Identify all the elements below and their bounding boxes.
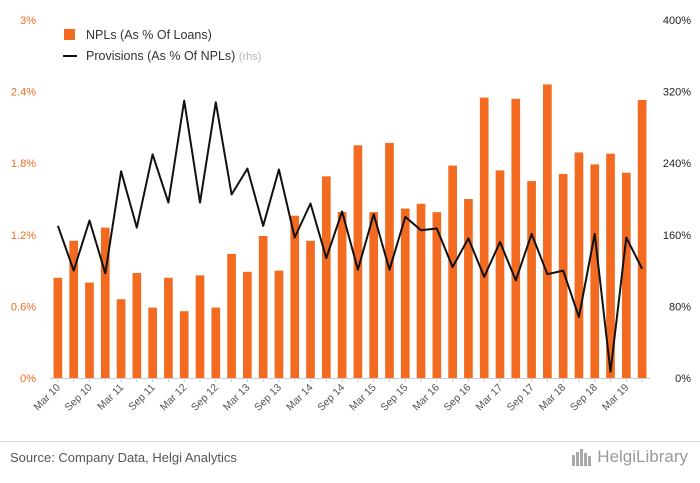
npl-bar (116, 299, 126, 378)
npl-bar (353, 145, 363, 378)
y-right-tick-label: 400% (663, 15, 691, 27)
y-right-tick-label: 240% (663, 158, 691, 170)
npl-bar (527, 181, 536, 378)
x-tick-label: Mar 14 (284, 382, 316, 414)
npl-bar (243, 271, 252, 378)
npl-bar (164, 277, 173, 378)
x-tick-label: Mar 11 (95, 382, 126, 413)
npl-bar (621, 172, 631, 378)
y-left-tick-label: 1.2% (11, 230, 36, 242)
y-left-tick-label: 0% (20, 373, 36, 385)
npl-bar (385, 142, 394, 378)
y-right-tick-label: 80% (669, 301, 691, 313)
y-left-tick-label: 1.8% (11, 158, 36, 170)
x-tick-label: Sep 13 (252, 382, 284, 414)
source-note: Source: Company Data, Helgi Analytics (10, 450, 237, 465)
x-tick-label: Mar 18 (537, 382, 569, 414)
npl-bar (195, 275, 205, 378)
y-left-tick-label: 2.4% (11, 87, 36, 99)
npl-bar (432, 212, 442, 378)
npl-bar (511, 98, 521, 378)
y-right-tick-label: 160% (663, 230, 691, 242)
y-left-tick-label: 0.6% (11, 301, 36, 313)
npl-bar (369, 212, 379, 378)
x-tick-label: Sep 15 (378, 382, 410, 414)
legend-note-rhs: (rhs) (239, 51, 262, 63)
x-tick-label: Mar 10 (31, 382, 63, 414)
npl-bar (132, 272, 142, 378)
npl-bar (400, 208, 410, 378)
npl-bar (479, 97, 489, 379)
npl-bar (227, 253, 236, 378)
brand-logo: HelgiLibrary (571, 447, 688, 467)
provisions-line (56, 99, 643, 373)
npl-bar (258, 235, 268, 378)
x-tick-label: Mar 16 (410, 382, 442, 414)
footer-divider (0, 441, 700, 442)
npl-bar (211, 307, 221, 378)
npl-bar (637, 99, 647, 378)
npl-bar (321, 176, 331, 378)
npl-bar (290, 215, 300, 378)
npl-bar (574, 152, 584, 378)
legend-label-provisions: Provisions (As % Of NPLs) (rhs) (86, 49, 261, 63)
chart: 0% 0.6% 1.2% 1.8% 2.4% 3% 0% 80% 160% 240% 320% 400… (11, 15, 691, 414)
x-tick-label: Sep 18 (568, 382, 600, 414)
x-tick-label: Sep 11 (126, 382, 158, 414)
library-icon (572, 449, 592, 466)
npl-bar (306, 240, 315, 378)
brand-name: HelgiLibrary (597, 447, 688, 466)
legend-swatch-npl (64, 29, 75, 40)
npl-bar (179, 311, 189, 378)
x-tick-label: Mar 19 (600, 382, 632, 414)
npl-bar (495, 170, 505, 378)
y-left-tick-label: 3% (20, 15, 36, 27)
x-tick-label: Sep 16 (442, 382, 474, 414)
npl-bar (543, 84, 552, 378)
x-tick-label: Sep 10 (63, 382, 95, 414)
x-tick-label: Mar 12 (158, 382, 190, 414)
x-tick-label: Sep 17 (505, 382, 537, 414)
npl-bar (274, 270, 284, 378)
npl-bar (448, 165, 457, 378)
y-right-tick-label: 320% (663, 87, 691, 99)
npl-bar (69, 240, 79, 378)
npl-bar (337, 212, 347, 378)
npl-bar (148, 307, 157, 378)
npl-bar (558, 173, 568, 378)
npl-bar (85, 282, 94, 378)
npl-bar (590, 164, 600, 378)
x-tick-label: Sep 14 (315, 382, 347, 414)
y-right-tick-label: 0% (675, 373, 691, 385)
npl-bar (606, 153, 615, 378)
npl-bar (416, 203, 426, 378)
legend-label-npl: NPLs (As % Of Loans) (86, 28, 212, 42)
npl-bar (100, 227, 110, 378)
x-tick-label: Mar 17 (474, 382, 506, 414)
x-tick-label: Mar 15 (347, 382, 379, 414)
x-tick-label: Mar 13 (221, 382, 253, 414)
npl-bar (464, 199, 473, 378)
npl-bar (53, 277, 63, 378)
x-tick-label: Sep 12 (189, 382, 221, 414)
